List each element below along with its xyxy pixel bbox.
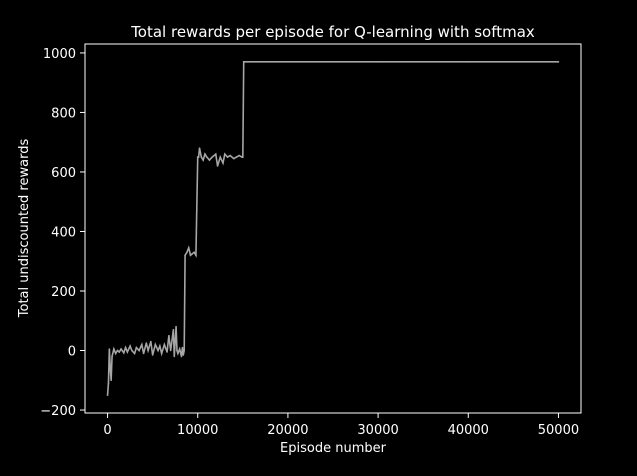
- data-point: [108, 348, 111, 350]
- data-point: [200, 156, 203, 158]
- data-point: [116, 349, 119, 352]
- data-point: [242, 61, 245, 63]
- data-point: [109, 367, 112, 370]
- data-point: [182, 354, 185, 356]
- data-point: [141, 343, 143, 346]
- data-point: [211, 156, 213, 158]
- data-point: [113, 348, 115, 350]
- data-point: [557, 61, 560, 63]
- data-point: [177, 352, 179, 355]
- data-point: [178, 348, 181, 350]
- rewards-series-line: [106, 61, 559, 396]
- data-point: [214, 153, 217, 155]
- data-point: [195, 254, 197, 257]
- data-point: [377, 61, 379, 63]
- data-point: [233, 157, 235, 160]
- data-point: [242, 156, 244, 158]
- data-point: [198, 147, 201, 149]
- data-point: [204, 153, 206, 155]
- data-point: [191, 252, 194, 255]
- data-point: [229, 154, 231, 157]
- data-point: [183, 349, 185, 352]
- data-point: [163, 343, 166, 346]
- data-point: [168, 334, 170, 337]
- data-point: [147, 349, 149, 352]
- data-point: [197, 156, 200, 158]
- y-axis-label: Total undiscounted rewards: [17, 139, 32, 319]
- data-point: [181, 346, 184, 349]
- data-point: [205, 156, 208, 158]
- y-tick-label: 200: [51, 285, 76, 300]
- y-axis-ticks: −200 0 200 400 600 800 1000: [40, 47, 85, 419]
- data-point: [184, 254, 186, 257]
- y-tick-label: 1000: [43, 47, 76, 62]
- data-point: [160, 352, 163, 355]
- data-point: [145, 342, 148, 344]
- chart-title: Total rewards per episode for Q-learning…: [130, 23, 535, 41]
- data-point: [193, 251, 195, 254]
- data-point: [175, 325, 177, 328]
- data-point: [235, 156, 238, 158]
- data-point: [133, 352, 136, 355]
- data-point: [142, 352, 145, 355]
- data-point: [122, 352, 125, 354]
- x-tick-label: 50000: [538, 423, 579, 438]
- data-point: [208, 159, 211, 161]
- plot-area-frame: [84, 43, 582, 414]
- y-tick-label: 400: [51, 225, 76, 240]
- data-point: [110, 379, 112, 382]
- data-point: [172, 328, 175, 331]
- data-point: [173, 355, 176, 358]
- data-point: [166, 351, 168, 353]
- data-point: [118, 351, 121, 353]
- data-point: [126, 351, 129, 353]
- data-point: [180, 355, 183, 358]
- x-axis-ticks: 0 10000 20000 30000 40000 50000: [103, 413, 579, 438]
- data-point: [150, 340, 152, 343]
- data-point: [189, 254, 192, 257]
- data-point: [216, 165, 219, 167]
- x-tick-label: 0: [103, 423, 111, 438]
- data-point: [124, 346, 127, 349]
- data-point: [176, 349, 178, 352]
- data-point: [120, 348, 122, 350]
- data-point: [187, 247, 190, 249]
- data-point: [159, 345, 161, 347]
- y-tick-label: 0: [68, 345, 76, 360]
- x-tick-label: 30000: [357, 423, 398, 438]
- data-point: [129, 345, 131, 347]
- y-tick-label: 600: [51, 166, 76, 181]
- data-point: [238, 154, 241, 157]
- data-point: [131, 349, 133, 352]
- data-point: [135, 346, 138, 349]
- data-point: [226, 156, 229, 158]
- data-point: [154, 343, 157, 346]
- data-point: [186, 251, 188, 254]
- data-point: [157, 349, 159, 352]
- y-tick-label: −200: [40, 404, 76, 419]
- data-point: [251, 61, 253, 63]
- data-point: [111, 355, 113, 358]
- x-axis-label: Episode number: [280, 441, 387, 456]
- data-point: [169, 349, 172, 352]
- data-point: [151, 354, 154, 356]
- data-point: [106, 394, 109, 396]
- data-point: [222, 162, 224, 164]
- data-point: [287, 61, 289, 63]
- data-point: [202, 159, 204, 161]
- x-tick-label: 10000: [177, 423, 218, 438]
- data-point: [467, 61, 470, 63]
- x-tick-label: 40000: [448, 423, 489, 438]
- data-point: [223, 153, 226, 155]
- data-point: [107, 382, 110, 385]
- x-tick-label: 20000: [267, 423, 308, 438]
- data-point: [219, 156, 222, 158]
- y-tick-label: 800: [51, 106, 76, 121]
- series-points: [106, 61, 560, 396]
- data-point: [138, 349, 140, 352]
- data-point: [114, 352, 117, 355]
